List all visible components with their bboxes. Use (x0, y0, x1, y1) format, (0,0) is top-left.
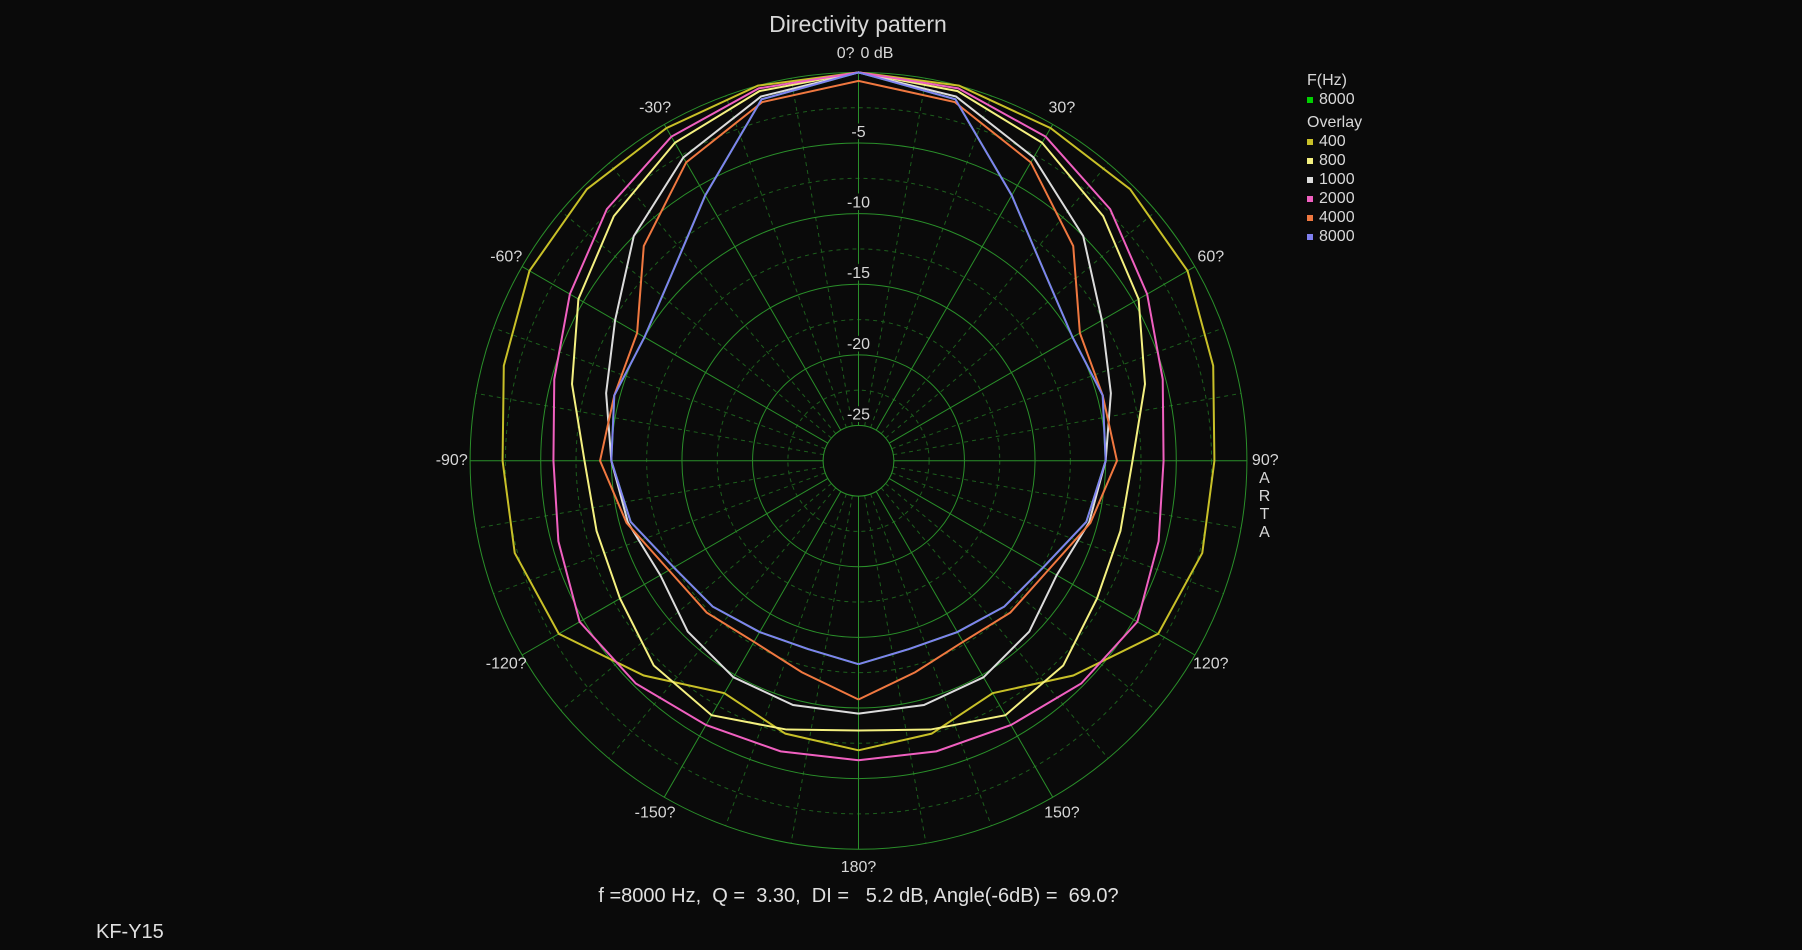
r-tick-label: -25 (847, 406, 870, 423)
grid-spoke (663, 124, 842, 431)
theta-tick-label: 60? (1197, 249, 1224, 266)
legend-swatch (1307, 177, 1313, 183)
legend-label: 8000 (1319, 91, 1355, 108)
center-disc (822, 424, 895, 497)
minor-spoke (893, 466, 1242, 529)
theta-tick-label: -30? (639, 100, 671, 117)
minor-spoke (493, 327, 826, 450)
minor-spoke (891, 327, 1224, 450)
minor-spoke (864, 78, 927, 427)
legend-label: 1000 (1319, 171, 1355, 188)
minor-spoke (864, 495, 927, 844)
r-tick-label: -20 (847, 336, 870, 353)
r-tick-label: -10 (847, 195, 870, 212)
minor-spoke (560, 210, 832, 439)
r-tick-label: 0 dB (861, 45, 894, 62)
watermark: ARTA (1256, 470, 1273, 542)
legend-swatch (1307, 234, 1313, 240)
theta-tick-label: 90? (1252, 452, 1279, 469)
legend-title: Overlay (1307, 114, 1362, 131)
grid-spoke (875, 124, 1054, 431)
minor-spoke (725, 95, 847, 428)
minor-spoke (725, 493, 847, 826)
minor-spoke (893, 392, 1242, 456)
theta-tick-label: 120? (1193, 655, 1229, 672)
theta-tick-label: 180? (841, 859, 877, 876)
legend-title: F(Hz) (1307, 72, 1347, 89)
minor-spoke (870, 493, 992, 826)
minor-spoke (790, 78, 853, 427)
r-tick-label: -5 (851, 124, 865, 141)
legend-swatch (1307, 158, 1313, 164)
legend-label: 2000 (1319, 190, 1355, 207)
minor-spoke (790, 495, 853, 844)
minor-spoke (608, 162, 837, 435)
minor-spoke (475, 392, 824, 456)
legend-swatch (1307, 215, 1313, 221)
minor-spoke (891, 472, 1224, 595)
grid-spoke (663, 491, 842, 798)
theta-tick-label: -60? (490, 249, 522, 266)
legend-label: 400 (1319, 133, 1346, 150)
theta-tick-label: 30? (1049, 100, 1076, 117)
grid-spoke (521, 478, 829, 656)
grid-spoke (888, 266, 1196, 444)
theta-tick-label: -150? (635, 804, 676, 821)
theta-tick-label: 150? (1044, 804, 1080, 821)
minor-spoke (870, 95, 992, 428)
legend-label: 8000 (1319, 228, 1355, 245)
legend-swatch (1307, 196, 1313, 202)
model-label: KF-Y15 (96, 921, 164, 943)
legend-swatch (1307, 97, 1313, 103)
theta-tick-label: -90? (436, 452, 468, 469)
series-line (598, 79, 1119, 701)
minor-spoke (885, 483, 1157, 711)
legend-label: 4000 (1319, 209, 1355, 226)
grid-spoke (875, 491, 1054, 798)
theta-tick-label: -120? (486, 655, 527, 672)
grid-spoke (521, 266, 829, 444)
r-tick-label: -15 (847, 265, 870, 282)
chart-title: Directivity pattern (769, 11, 947, 37)
theta-tick-label: 0? (837, 45, 855, 62)
minor-spoke (885, 210, 1157, 439)
legend-swatch (1307, 139, 1313, 145)
legend-label: 800 (1319, 152, 1346, 169)
minor-spoke (880, 162, 1109, 435)
minor-spoke (560, 483, 832, 711)
minor-spoke (475, 466, 824, 529)
grid-spoke (888, 478, 1196, 656)
footer: f =8000 Hz, Q = 3.30, DI = 5.2 dB, Angle… (598, 885, 1119, 907)
minor-spoke (493, 472, 826, 595)
series-line (610, 71, 1107, 666)
